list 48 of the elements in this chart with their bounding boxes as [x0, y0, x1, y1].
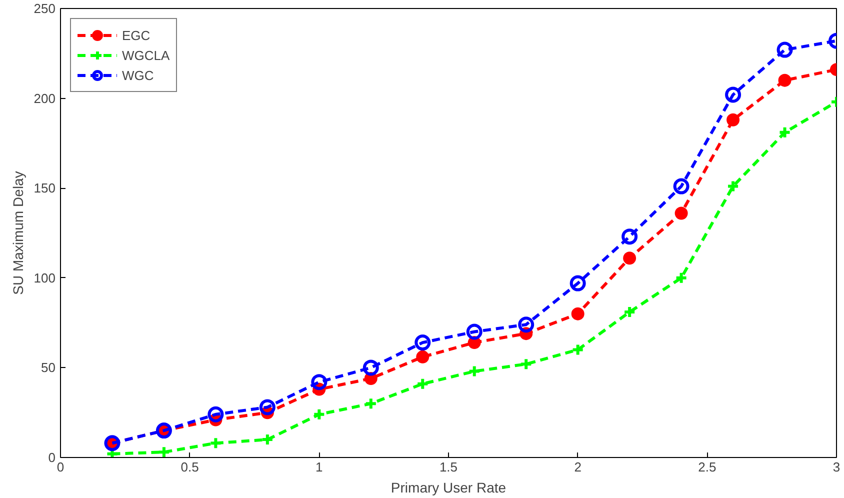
point: [726, 180, 740, 193]
y-axis-title: SU Maximum Delay: [10, 171, 26, 295]
y-tick-label: 50: [41, 360, 56, 376]
point: [364, 397, 378, 410]
point: [518, 316, 534, 333]
x-tick-label: 1.5: [439, 460, 458, 474]
point: [570, 275, 586, 292]
point: [362, 360, 379, 376]
x-tick-label: 0.5: [180, 460, 199, 474]
x-tick-label: 1: [316, 460, 323, 474]
point: [259, 399, 276, 416]
point: [622, 228, 638, 245]
point: [312, 408, 326, 421]
point: [468, 364, 481, 378]
point: [571, 307, 584, 320]
legend-label: EGC: [122, 28, 150, 42]
point: [778, 126, 792, 139]
y-tick-label: 0: [48, 450, 56, 465]
point: [673, 178, 690, 194]
point: [571, 343, 584, 356]
point: [311, 374, 328, 390]
point: [674, 206, 688, 220]
point: [623, 306, 636, 319]
y-tick-label: 150: [34, 180, 56, 196]
x-tick-label: 3: [832, 460, 840, 474]
point: [520, 358, 533, 371]
legend-label: WGC: [122, 68, 154, 82]
point: [726, 113, 740, 126]
y-tick-label: 100: [34, 270, 56, 286]
point: [208, 406, 224, 422]
x-tick-label: 2: [574, 460, 582, 474]
point: [416, 350, 430, 364]
point: [778, 74, 792, 87]
x-tick-label: 2.5: [698, 460, 716, 474]
point: [416, 377, 430, 390]
legend-label: WGCLA: [122, 48, 170, 62]
point: [209, 436, 222, 450]
point: [674, 271, 688, 284]
y-tick-label: 250: [34, 1, 56, 16]
point: [725, 86, 742, 103]
point: [157, 446, 170, 458]
point: [623, 252, 636, 265]
point: [414, 334, 431, 351]
point: [776, 42, 793, 58]
point: [466, 324, 482, 340]
y-tick-label: 200: [34, 90, 56, 106]
x-axis-title: Primary User Rate: [390, 480, 506, 496]
point: [260, 433, 274, 446]
